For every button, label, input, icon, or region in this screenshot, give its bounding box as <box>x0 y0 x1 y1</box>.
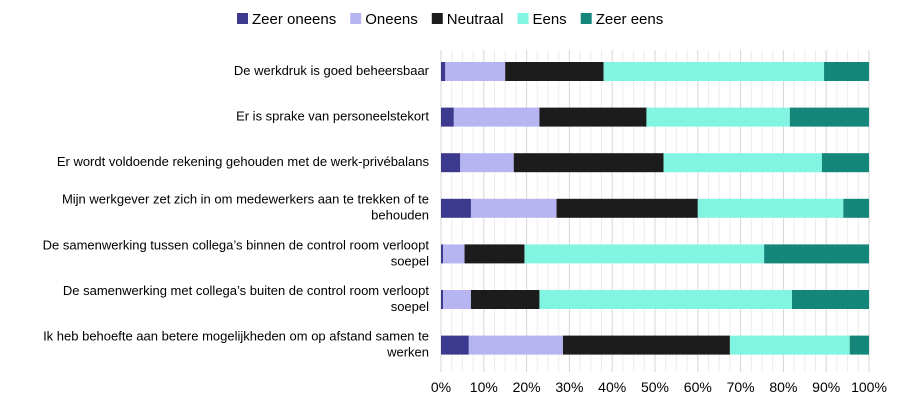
bar-segment <box>443 290 471 309</box>
x-tick-label: 10% <box>470 379 498 395</box>
category-label: De samenwerking met collega’s buiten de … <box>63 283 430 298</box>
legend-swatch <box>350 13 362 24</box>
bar-segment <box>663 153 822 173</box>
bar-segment <box>789 107 869 127</box>
category-label: Ik heb behoefte aan betere mogelijkheden… <box>43 329 429 344</box>
x-tick-label: 50% <box>641 379 669 395</box>
bars <box>441 62 869 355</box>
bar-segment <box>441 198 471 218</box>
bar-segment <box>505 62 604 81</box>
bar-segment <box>441 153 461 173</box>
legend-swatch <box>517 13 529 24</box>
bar-segment <box>464 244 525 264</box>
x-tick-label: 0% <box>431 379 451 395</box>
category-label: behouden <box>371 208 429 223</box>
bar-segment <box>539 290 792 309</box>
legend-swatch <box>580 13 592 24</box>
legend-label: Eens <box>532 11 566 28</box>
x-tick-label: 80% <box>769 379 797 395</box>
bar-segment <box>646 107 790 127</box>
legend-label: Oneens <box>365 11 418 28</box>
category-label: Er is sprake van personeelstekort <box>236 109 429 124</box>
bar-segment <box>468 335 563 355</box>
bar-segment <box>697 198 844 218</box>
bar-segment <box>556 198 698 218</box>
category-label: soepel <box>391 299 429 314</box>
bar-segment <box>539 107 647 127</box>
x-tick-label: 20% <box>513 379 541 395</box>
x-tick-label: 90% <box>812 379 840 395</box>
bar-segment <box>513 153 664 173</box>
bar-segment <box>791 290 869 309</box>
category-label: Er wordt voldoende rekening gehouden met… <box>57 154 430 169</box>
x-tick-label: 70% <box>727 379 755 395</box>
x-tick-label: 100% <box>851 379 887 395</box>
bar-segment <box>470 198 557 218</box>
bar-segment <box>441 244 444 264</box>
bar-segment <box>441 62 446 81</box>
bar-segment <box>441 290 444 309</box>
legend-swatch <box>237 13 248 24</box>
category-label: soepel <box>391 253 429 268</box>
category-labels: De werkdruk is goed beheersbaar Er is spr… <box>43 63 430 360</box>
bar-segment <box>443 244 465 264</box>
bar-segment <box>821 153 869 173</box>
legend-label: Zeer eens <box>596 11 664 28</box>
x-tick-label: 40% <box>598 379 626 395</box>
bar-segment <box>460 153 514 173</box>
category-label: De samenwerking tussen collega’s binnen … <box>43 237 430 252</box>
legend: Zeer oneens Oneens Neutraal Eens Zeer eens <box>237 11 663 28</box>
bar-segment <box>764 244 869 264</box>
x-tick-label: 60% <box>684 379 712 395</box>
x-tick-label: 30% <box>555 379 583 395</box>
category-label: De werkdruk is goed beheersbaar <box>234 63 430 78</box>
bar-segment <box>441 335 469 355</box>
bar-segment <box>843 198 869 218</box>
legend-label: Zeer oneens <box>252 11 336 28</box>
bar-segment <box>729 335 850 355</box>
category-label: Mijn werkgever zet zich in om medewerker… <box>62 192 429 207</box>
bar-segment <box>445 62 506 81</box>
bar-segment <box>470 290 540 309</box>
category-label: werken <box>386 345 429 360</box>
bar-segment <box>524 244 765 264</box>
bar-segment <box>603 62 825 81</box>
x-axis-ticks: 0% 10% 20% 30% 40% 50% 60% 70% 80% 90% 100% <box>431 379 887 395</box>
bar-segment <box>824 62 869 81</box>
legend-swatch <box>431 13 443 24</box>
bar-segment <box>441 107 454 127</box>
bar-segment <box>453 107 540 127</box>
bar-segment <box>562 335 730 355</box>
legend-label: Neutraal <box>447 11 504 28</box>
bar-segment <box>849 335 869 355</box>
